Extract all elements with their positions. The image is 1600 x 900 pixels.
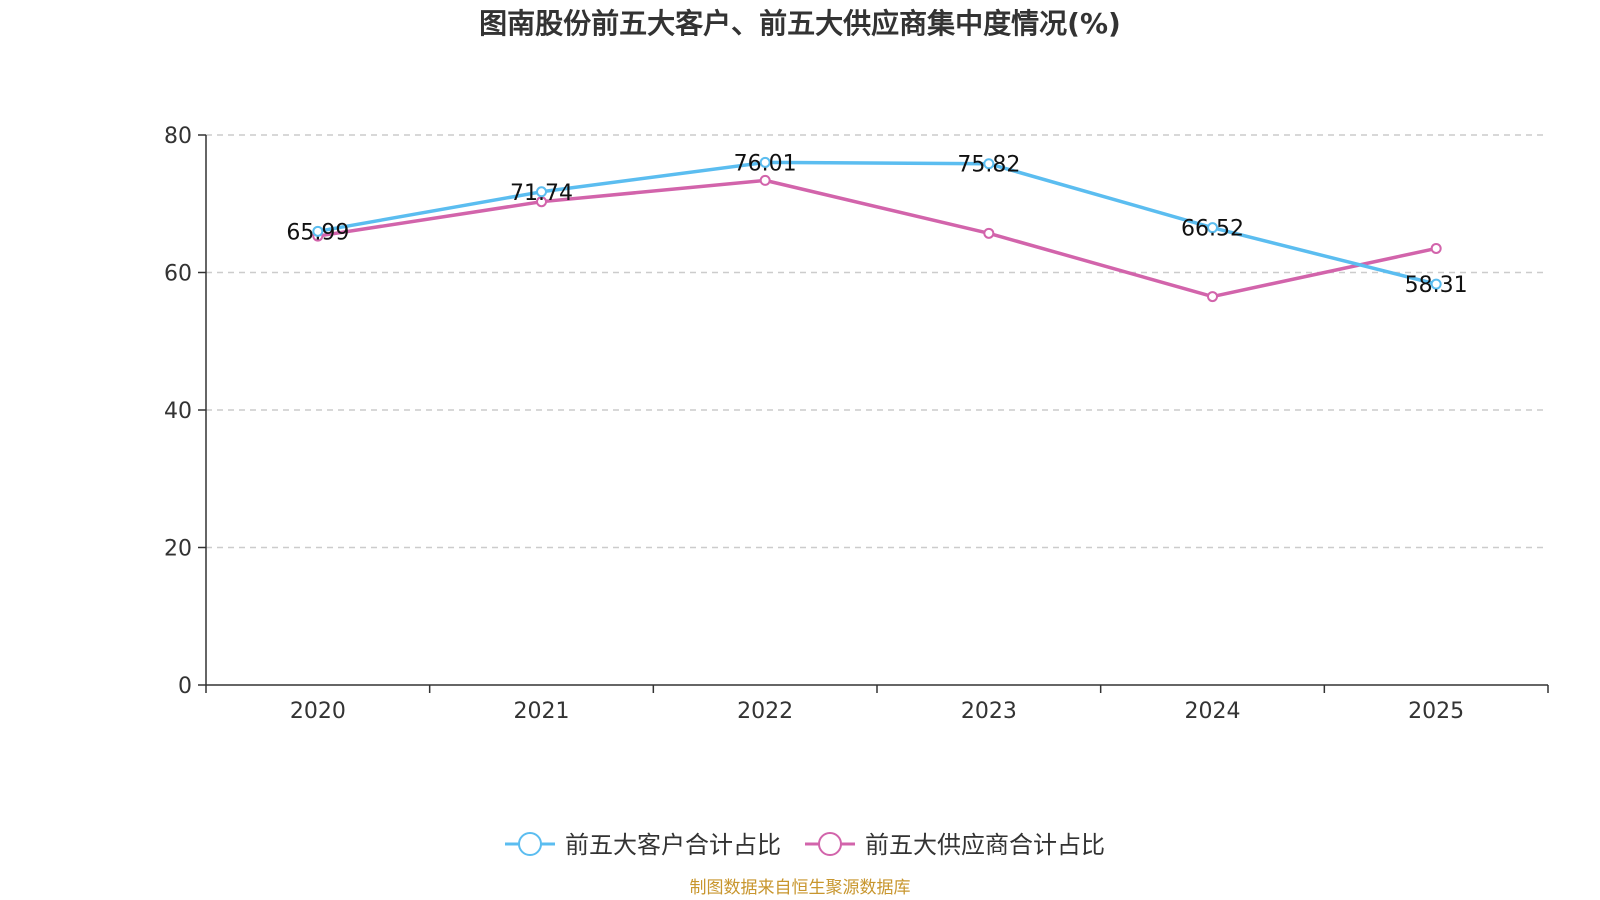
series-0-point-2022	[759, 156, 771, 168]
data-label-2024: 66.52	[1181, 217, 1244, 242]
legend-marker-icon	[818, 832, 842, 856]
data-label-2020: 65.99	[286, 220, 349, 245]
series-line-0	[317, 160, 1437, 286]
legend-item-1[interactable]: 前五大供应商合计占比	[805, 831, 1105, 859]
y-tick-label-40: 40	[164, 399, 192, 424]
series-group	[312, 156, 1442, 303]
x-tick-label-2020: 2020	[290, 699, 346, 724]
legend-label-0: 前五大客户合计占比	[565, 831, 781, 859]
chart-title: 图南股份前五大客户、前五大供应商集中度情况(%)	[479, 7, 1121, 40]
data-label-2025: 58.31	[1405, 273, 1468, 298]
series-1-point-2022	[759, 174, 771, 186]
series-0-point-2025	[1430, 278, 1442, 290]
data-label-2021: 71.74	[510, 181, 573, 206]
x-tick-label-2022: 2022	[737, 699, 793, 724]
legend-marker-icon	[518, 832, 542, 856]
x-tick-label-2025: 2025	[1408, 699, 1464, 724]
series-1-point-2025	[1430, 242, 1442, 254]
y-tick-label-0: 0	[178, 674, 192, 699]
series-0-point-2024	[1207, 222, 1218, 234]
data-labels: 65.99 71.74 76.01 75.82 66.52 58.31	[286, 151, 1467, 298]
series-1-point-2024	[1207, 291, 1218, 303]
legend-label-1: 前五大供应商合计占比	[865, 831, 1105, 859]
series-1-point-2023	[983, 227, 995, 239]
data-label-2023: 75.82	[957, 153, 1020, 178]
source-note: 制图数据来自恒生聚源数据库	[690, 878, 911, 898]
data-label-2022: 76.01	[734, 151, 797, 176]
series-0-point-2021	[536, 186, 547, 198]
legend[interactable]: 前五大客户合计占比 前五大供应商合计占比	[505, 831, 1105, 859]
grid-lines	[206, 134, 1548, 549]
y-tick-label-80: 80	[164, 124, 192, 149]
series-line-1	[317, 178, 1437, 299]
legend-item-0[interactable]: 前五大客户合计占比	[505, 831, 781, 859]
x-tick-label-2024: 2024	[1185, 699, 1241, 724]
x-tick-label-2023: 2023	[961, 699, 1017, 724]
axes: 0 20 40 60 80 2020 2021 2022 2023 2024 2025	[164, 124, 1549, 724]
y-tick-label-20: 20	[164, 537, 192, 562]
series-0-point-2023	[983, 158, 995, 170]
series-0-point-2020	[312, 225, 324, 237]
x-tick-label-2021: 2021	[514, 699, 570, 724]
y-tick-label-60: 60	[164, 262, 192, 287]
